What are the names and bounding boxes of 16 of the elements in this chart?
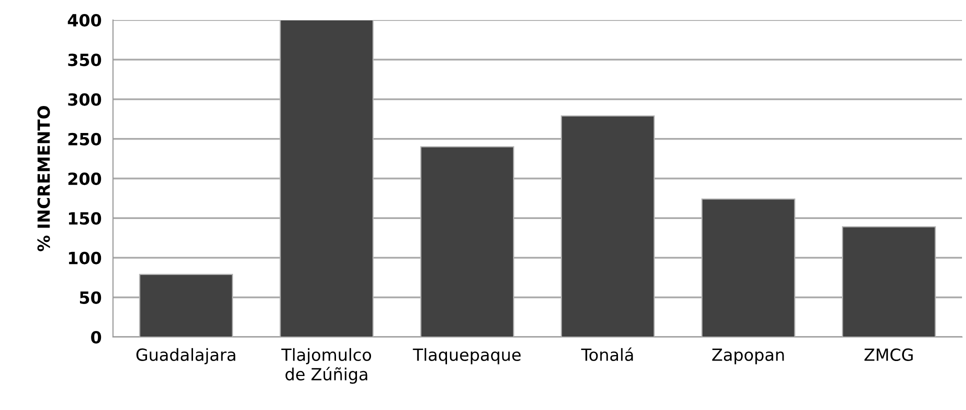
y-tick-label: 100 [68, 252, 102, 264]
y-tick-label: 50 [80, 291, 102, 304]
y-axis-title: % INCREMENTO [37, 106, 50, 252]
x-tick-label: Tlaquepaque [412, 348, 521, 364]
x-tick-label: Zapopan [712, 348, 784, 364]
x-tick-label: Guadalajara [136, 348, 236, 364]
x-tick-label: Tonalá [581, 347, 633, 362]
y-tick-label: 300 [68, 93, 102, 106]
y-tick-label: 150 [68, 212, 102, 225]
y-tick-label: 200 [68, 172, 102, 186]
y-tick-label: 350 [68, 54, 102, 66]
y-tick-label: 250 [68, 132, 102, 146]
x-tick-label: ZMCG [864, 348, 913, 362]
y-tick-label: 0 [91, 330, 102, 344]
y-tick-label: 400 [68, 14, 102, 27]
x-tick-label: Tlajomulco de Zúñiga [281, 348, 372, 384]
